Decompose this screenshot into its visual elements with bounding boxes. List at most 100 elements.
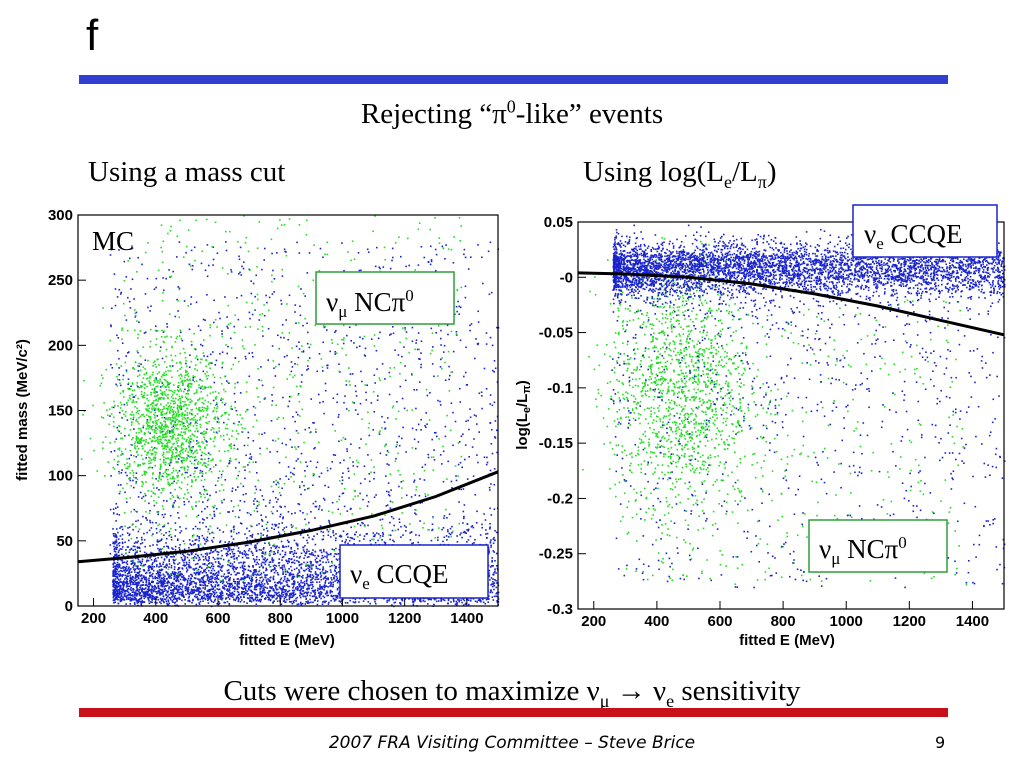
scatter-point: [146, 593, 149, 595]
scatter-point: [202, 563, 204, 565]
scatter-point: [379, 535, 382, 537]
scatter-point: [139, 550, 141, 553]
scatter-point: [114, 562, 116, 565]
scatter-point: [279, 587, 282, 590]
scatter-point: [218, 595, 220, 598]
scatter-point: [181, 586, 184, 588]
scatter-point: [151, 581, 153, 584]
scatter-point: [443, 599, 446, 602]
scatter-point: [473, 542, 475, 544]
scatter-point: [364, 478, 366, 480]
scatter-point: [112, 574, 115, 576]
scatter-point: [262, 558, 265, 561]
scatter-point: [246, 597, 249, 599]
scatter-point: [491, 344, 494, 347]
scatter-point: [251, 579, 254, 581]
scatter-point: [214, 598, 217, 601]
scatter-point: [311, 595, 314, 597]
scatter-point: [166, 323, 168, 325]
scatter-point: [308, 427, 310, 429]
scatter-point: [282, 587, 284, 590]
scatter-point: [307, 583, 309, 586]
scatter-point: [162, 574, 165, 576]
scatter-point: [116, 595, 118, 598]
scatter-point: [228, 598, 231, 600]
scatter-point: [237, 582, 239, 585]
scatter-point: [305, 598, 307, 600]
scatter-point: [334, 566, 337, 569]
scatter-point: [240, 599, 243, 601]
scatter-point: [266, 592, 269, 594]
scatter-point: [236, 590, 239, 593]
scatter-point: [168, 530, 171, 533]
scatter-point: [320, 578, 323, 581]
scatter-point: [238, 421, 240, 423]
scatter-point: [202, 537, 205, 539]
scatter-point: [181, 588, 183, 591]
scatter-point: [128, 567, 130, 570]
scatter-point: [250, 583, 252, 586]
scatter-point: [150, 551, 152, 554]
scatter-point: [491, 583, 493, 585]
scatter-point: [210, 593, 213, 595]
scatter-point: [250, 543, 253, 545]
scatter-point: [130, 560, 132, 563]
scatter-point: [350, 537, 353, 539]
scatter-point: [312, 564, 315, 566]
scatter-point: [177, 576, 179, 578]
scatter-point: [266, 580, 268, 583]
scatter-point: [460, 599, 462, 601]
scatter-point: [136, 595, 138, 597]
scatter-point: [183, 577, 185, 580]
scatter-point: [140, 603, 143, 605]
scatter-point: [158, 577, 161, 579]
scatter-point: [214, 548, 217, 551]
scatter-point: [233, 528, 235, 531]
scatter-point: [338, 592, 340, 594]
scatter-point: [477, 321, 480, 323]
scatter-point: [284, 601, 286, 603]
scatter-point: [488, 293, 491, 296]
scatter-point: [163, 551, 165, 553]
scatter-point: [168, 558, 171, 561]
scatter-point: [118, 430, 120, 433]
scatter-point: [141, 577, 143, 580]
scatter-point: [182, 595, 185, 597]
scatter-point: [169, 597, 172, 599]
scatter-point: [125, 549, 127, 551]
scatter-point: [222, 531, 225, 533]
scatter-point: [405, 265, 407, 268]
scatter-point: [132, 549, 134, 552]
scatter-point: [434, 248, 437, 251]
scatter-point: [195, 583, 197, 585]
scatter-point: [239, 596, 242, 598]
scatter-point: [430, 259, 433, 261]
scatter-point: [133, 564, 135, 567]
scatter-point: [373, 496, 376, 498]
scatter-point: [471, 525, 474, 527]
scatter-point: [129, 257, 131, 260]
scatter-point: [282, 594, 285, 596]
scatter-point: [250, 585, 253, 588]
scatter-point: [186, 563, 188, 565]
scatter-point: [258, 523, 260, 525]
scatter-point: [300, 588, 303, 590]
scatter-point: [173, 562, 176, 565]
scatter-point: [302, 536, 305, 539]
scatter-point: [165, 550, 168, 553]
scatter-point: [490, 590, 492, 592]
scatter-point: [115, 565, 117, 567]
scatter-point: [159, 575, 161, 577]
scatter-point: [236, 595, 239, 597]
scatter-point: [286, 539, 289, 542]
scatter-point: [114, 569, 116, 571]
scatter-point: [113, 602, 115, 604]
scatter-point: [344, 602, 347, 604]
scatter-point: [278, 522, 280, 525]
scatter-point: [281, 595, 284, 598]
scatter-point: [164, 565, 167, 568]
scatter-point: [415, 339, 418, 341]
scatter-point: [369, 602, 371, 605]
scatter-point: [408, 598, 410, 600]
scatter-point: [447, 530, 449, 533]
